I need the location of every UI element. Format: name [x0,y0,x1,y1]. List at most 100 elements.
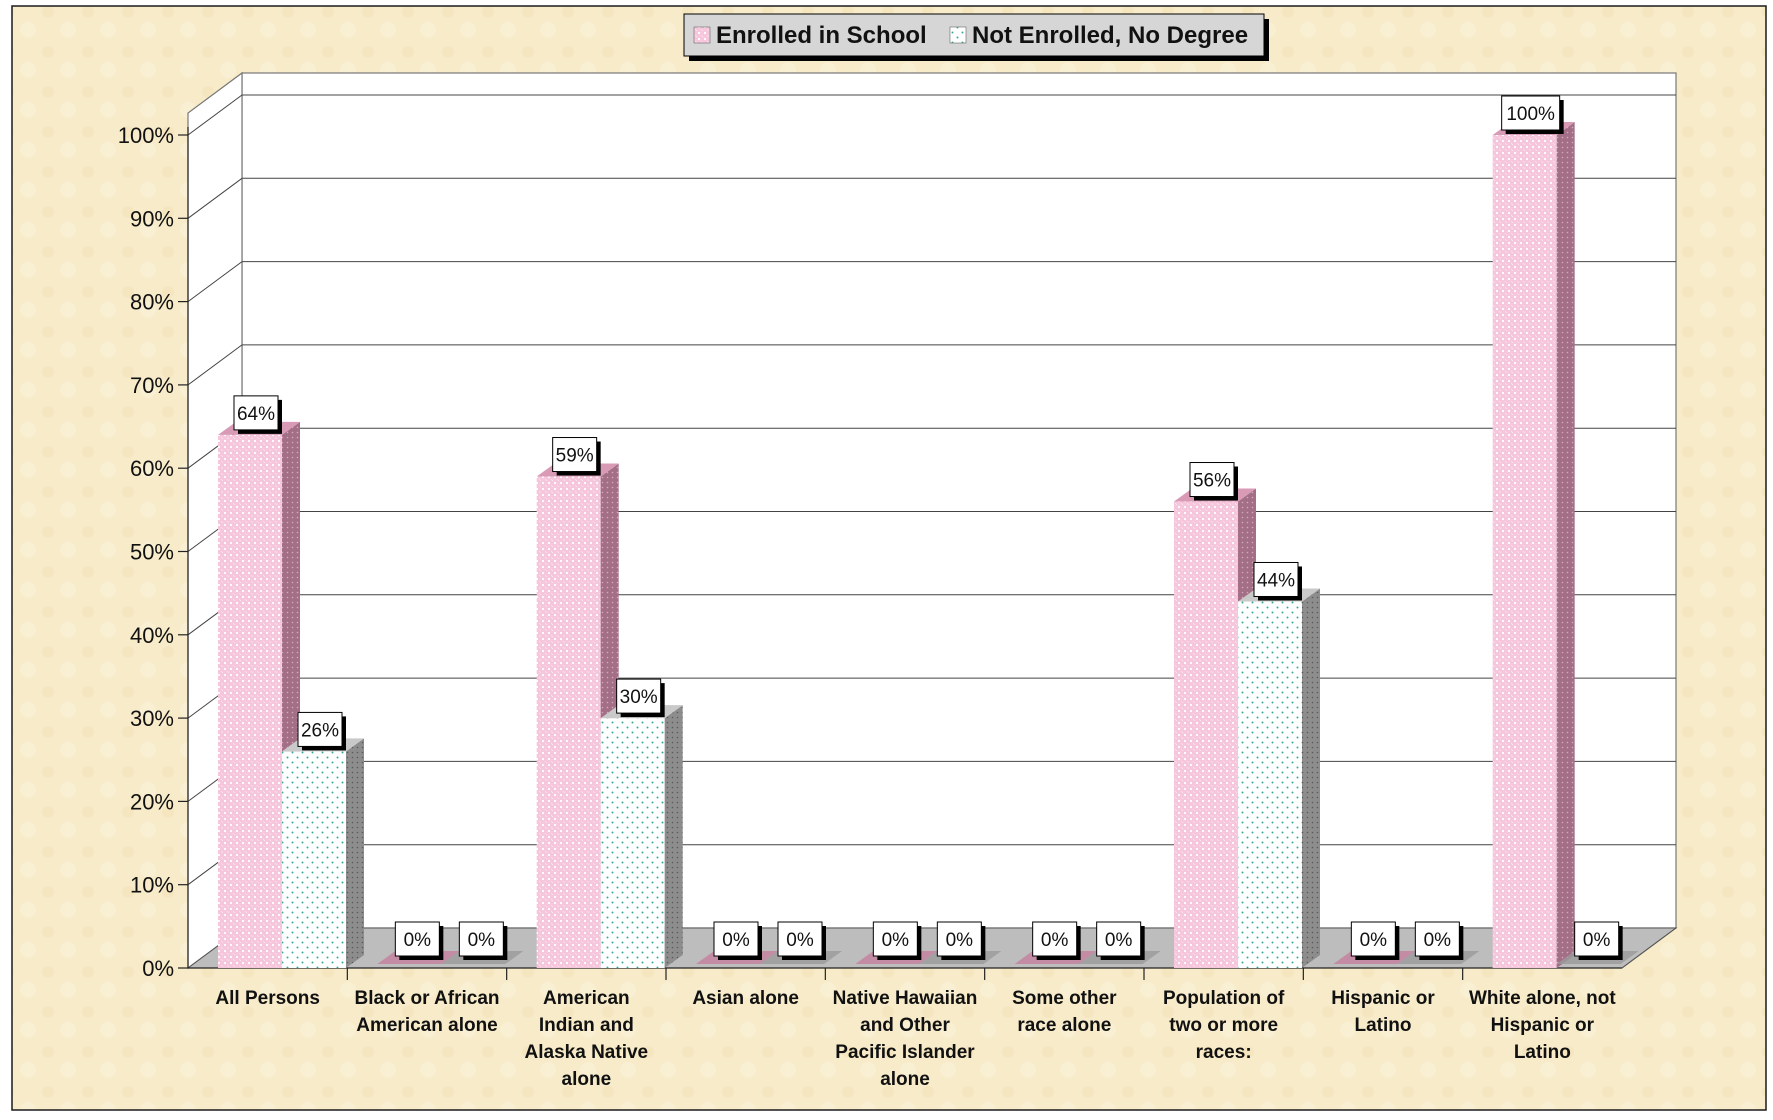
y-axis-tick-label: 40% [130,623,174,648]
x-axis-category-line: Black or African [354,988,499,1009]
data-label-box [297,711,343,747]
bar-enrolled [1492,135,1557,968]
x-axis-category-line: Population of [1163,988,1285,1009]
x-axis-category-label: Black or African American alone [354,988,499,1036]
x-axis-category-line: Pacific Islander [835,1042,975,1063]
gridline-side [187,94,243,136]
x-axis-category-line: Alaska Native [525,1042,649,1063]
x-axis-category-line: and Other [860,1015,950,1036]
data-label-box [616,678,662,714]
data-label: 64% [237,404,275,425]
data-label: 0% [946,930,974,951]
x-axis-category-label: American Indian and Alaska Native alone [525,988,649,1090]
data-label-box [936,921,982,957]
data-label-box [1501,95,1561,131]
data-label-box [1414,921,1460,957]
data-label-box [233,395,279,431]
x-axis-category-label: Population of two or more races: [1163,988,1285,1063]
data-label-box [552,437,598,473]
plot-back-wall [241,72,1677,929]
x-axis-category-label: Asian alone [692,988,799,1009]
y-axis-tick-label: 60% [130,456,174,481]
gridline-side [187,177,243,219]
x-axis-category-line: races: [1196,1042,1252,1063]
data-label-box [713,921,759,957]
legend-entry: Enrolled in School [716,22,927,49]
legend-entry: Not Enrolled, No Degree [972,22,1248,49]
x-axis-category-line: Hispanic or [1331,988,1435,1009]
data-label-box [1253,561,1299,597]
data-label: 30% [620,687,658,708]
legend-swatch [949,26,967,44]
x-axis-category-line: Latino [1355,1015,1412,1036]
y-axis-tick-label: 20% [130,789,174,814]
data-label: 44% [1257,570,1295,591]
x-axis-category-label: Native Hawaiian and Other Pacific Islander… [833,988,978,1090]
y-axis-tick-label: 0% [142,956,174,981]
data-label: 0% [1105,930,1133,951]
x-axis-category-line: race alone [1017,1015,1111,1036]
bar-side-enrolled [1556,122,1575,968]
gridline-side [187,344,243,386]
data-label: 0% [722,930,750,951]
data-label-box [1189,462,1235,498]
x-axis-category-line: Asian alone [692,988,799,1009]
data-label: 0% [786,930,814,951]
data-label: 0% [1424,930,1452,951]
data-label: 0% [404,930,432,951]
data-label-box [458,921,504,957]
x-axis-category-label: White alone, not Hispanic or Latino [1469,988,1616,1063]
legend-box [683,13,1265,57]
x-axis-category-line: All Persons [215,988,320,1009]
bar-not-enrolled [1238,601,1302,968]
x-axis-category-label: Hispanic or Latino [1331,988,1435,1036]
data-label: 59% [556,446,594,467]
data-label: 0% [468,930,496,951]
x-axis-category-line: Some other [1012,988,1117,1009]
floor-right-edge [1621,927,1677,969]
data-label-box [394,921,440,957]
data-label: 0% [1360,930,1388,951]
bar-enrolled [536,476,601,968]
y-axis-tick-label: 80% [130,290,174,315]
y-axis-tick-label: 100% [118,123,174,148]
x-axis-category-line: alone [562,1069,612,1090]
data-label-box [777,921,823,957]
bar-side-not-enrolled [1302,588,1320,968]
y-axis-tick-label: 30% [130,706,174,731]
data-label-box [872,921,918,957]
y-axis-tick-label: 90% [130,206,174,231]
data-label: 26% [301,720,339,741]
bar-side-not-enrolled [664,705,683,968]
x-axis-category-line: White alone, not [1469,988,1616,1009]
bar-enrolled [1174,501,1238,968]
data-label: 0% [1041,930,1069,951]
bar-enrolled [218,434,282,968]
legend-swatch [693,26,711,44]
data-label: 56% [1193,471,1231,492]
y-axis-tick-label: 50% [130,540,174,565]
bar-not-enrolled [282,751,346,968]
gridline-side [187,261,243,303]
x-axis-category-label: All Persons [215,988,320,1009]
x-axis-category-line: Hispanic or [1491,1015,1595,1036]
data-label-box [1032,921,1078,957]
y-axis-tick-label: 70% [130,373,174,398]
x-axis-category-line: Latino [1514,1042,1571,1063]
x-axis-category-line: American alone [356,1015,498,1036]
data-label-box [1350,921,1396,957]
x-axis-category-label: Some other race alone [1012,988,1117,1036]
x-axis-category-line: alone [880,1069,930,1090]
x-axis-category-line: Indian and [539,1015,634,1036]
x-axis-category-line: Native Hawaiian [833,988,978,1009]
data-label: 0% [1583,930,1611,951]
data-label: 0% [882,930,910,951]
bar-side-not-enrolled [346,738,364,968]
data-label: 100% [1506,104,1555,125]
x-axis-category-line: two or more [1169,1015,1278,1036]
y-axis-tick-label: 10% [130,873,174,898]
data-label-box [1574,921,1620,957]
x-axis-category-line: American [543,988,630,1009]
